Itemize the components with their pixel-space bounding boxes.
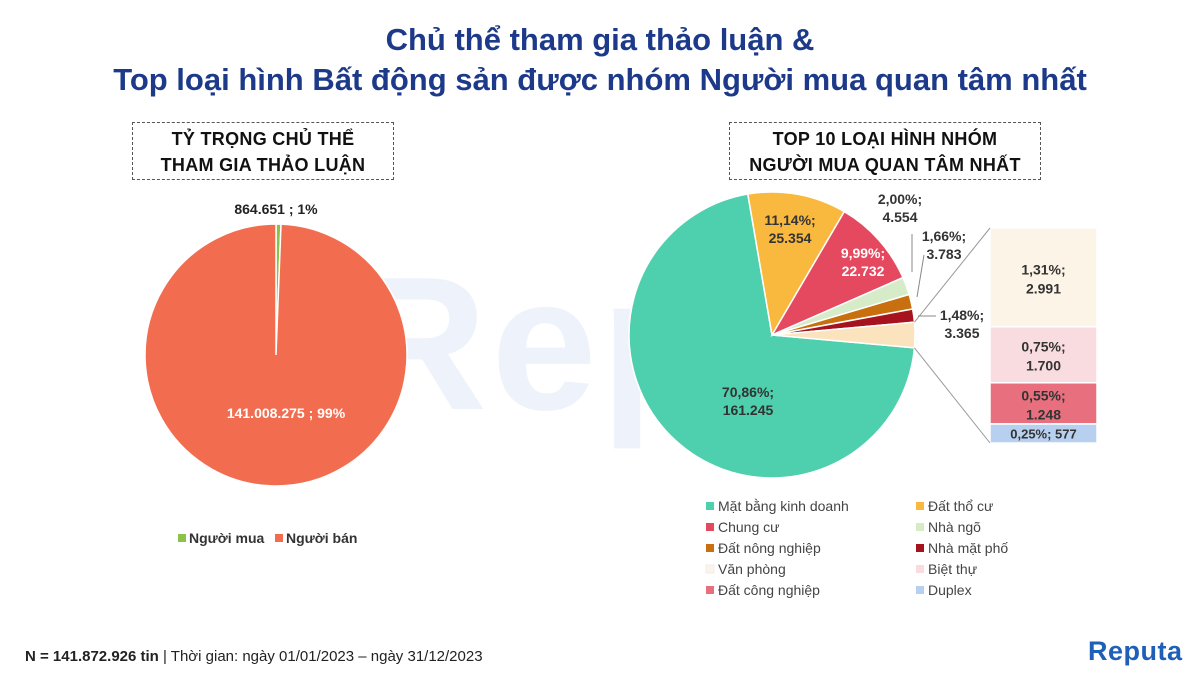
slice-other-group [771,321,916,349]
legend-label-mat-bang-kinh-doanh: Mặt bằng kinh doanh [718,498,849,514]
connector-line-bottom [914,347,991,444]
legend-swatch-mat-bang-kinh-doanh [706,502,714,510]
slice-label-val-chung-cu: 22.732 [842,263,885,279]
bar-label-pct-dat-cong-nghiep: 0,55%; [1021,387,1065,403]
left-chart-title-line2: THAM GIA THẢO LUẬN [160,155,366,175]
slice-nguoi-ban [144,223,408,487]
legend-swatch-dat-nong-nghiep [706,544,714,552]
left-chart-title-line1: TỶ TRỌNG CHỦ THỂ [171,129,355,149]
right-chart-title: TOP 10 LOẠI HÌNH NHÓM NGƯỜI MUA QUAN TÂM… [729,122,1041,180]
bar-label-duplex: 0,25%; 577 [1010,426,1077,441]
bar-label-val-dat-cong-nghiep: 1.248 [1026,406,1061,422]
legend-swatch-chung-cu [706,523,714,531]
footnote-sample-size: N = 141.872.926 tin [25,648,159,665]
slice-label-val-dat-tho-cu: 25.354 [769,230,812,246]
connector-line-top [914,227,991,323]
legend-label-dat-nong-nghiep: Đất nông nghiệp [718,540,821,556]
legend-swatch-nha-ngo [916,523,924,531]
legend-swatch-nguoi-ban [275,534,283,542]
slice-label-val-nha-mat-pho: 3.365 [944,325,979,341]
legend-swatch-biet-thu [916,565,924,573]
legend-label-dat-tho-cu: Đất thổ cư [928,498,993,514]
legend-swatch-nha-mat-pho [916,544,924,552]
slice-label-pct-dat-tho-cu: 11,14%; [764,212,815,228]
slice-chung-cu [770,210,904,337]
bar-segment-biet-thu [989,325,1098,384]
slice-label-pct-chung-cu: 9,99%; [841,245,885,261]
footnote: N = 141.872.926 tin | Thời gian: ngày 01… [25,648,483,665]
slice-label-val-mat-bang-kinh-doanh: 161.245 [723,402,774,418]
bar-label-pct-biet-thu: 0,75%; [1021,339,1065,355]
legend-swatch-duplex [916,586,924,594]
legend-label-nguoi-mua: Người mua [189,530,265,546]
right-chart-title-line1: TOP 10 LOẠI HÌNH NHÓM [772,129,998,149]
legend-label-dat-cong-nghiep: Đất công nghiệp [718,582,820,598]
slice-label-pct-nha-ngo: 2,00%; [878,191,922,207]
slice-label-pct-dat-nong-nghiep: 1,66%; [922,228,966,244]
legend-label-van-phong: Văn phòng [718,561,786,577]
bar-segment-dat-cong-nghiep [989,382,1098,425]
bar-label-val-biet-thu: 1.700 [1026,358,1061,374]
slice-label-nguoi-ban: 141.008.275 ; 99% [227,405,346,421]
legend-swatch-dat-tho-cu [916,502,924,510]
legend-swatch-dat-cong-nghiep [706,586,714,594]
slice-label-val-nha-ngo: 4.554 [882,209,917,225]
page-title-line1: Chủ thể tham gia thảo luận & [385,22,815,57]
slice-label-pct-mat-bang-kinh-doanh: 70,86%; [722,384,774,400]
reputa-logo: Reputa [1088,636,1183,666]
slice-label-val-dat-nong-nghiep: 3.783 [926,246,961,262]
bar-segment-van-phong [989,227,1098,328]
slice-label-pct-nha-mat-pho: 1,48%; [940,307,984,323]
legend-swatch-van-phong [705,564,715,574]
legend-label-nguoi-ban: Người bán [286,530,357,546]
legend-label-chung-cu: Chung cư [718,519,780,535]
right-chart-title-line2: NGƯỜI MUA QUAN TÂM NHẤT [749,155,1021,175]
bar-segment-duplex [989,423,1098,444]
bar-label-val-van-phong: 2.991 [1026,280,1061,296]
left-chart-title: TỶ TRỌNG CHỦ THỂ THAM GIA THẢO LUẬN [132,122,394,180]
bar-label-pct-van-phong: 1,31%; [1021,261,1065,277]
leader-line-dat-nong-nghiep [916,254,925,298]
legend-label-duplex: Duplex [928,582,972,598]
footnote-period: | Thời gian: ngày 01/01/2023 – ngày 31/1… [158,648,483,665]
page-title-line2: Top loại hình Bất động sản được nhóm Ngư… [113,62,1087,97]
slice-label-nguoi-mua: 864.651 ; 1% [234,201,318,217]
legend-label-nha-ngo: Nhà ngõ [928,519,981,535]
legend-swatch-nguoi-mua [178,534,186,542]
legend-label-nha-mat-pho: Nhà mặt phố [928,540,1008,556]
legend-label-biet-thu: Biệt thự [928,561,977,577]
slice-dat-tho-cu [746,191,846,338]
